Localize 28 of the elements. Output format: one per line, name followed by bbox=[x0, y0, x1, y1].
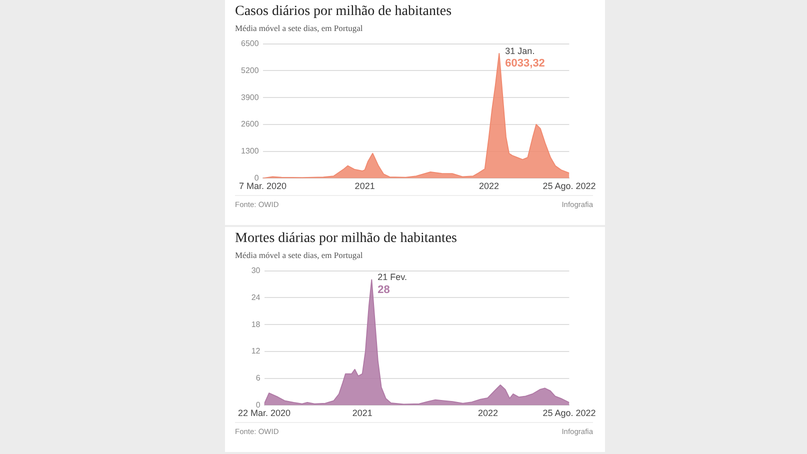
x-tick-label: 2021 bbox=[354, 181, 375, 192]
y-tick-label: 6500 bbox=[241, 39, 260, 48]
y-tick-label: 0 bbox=[254, 173, 260, 182]
annotation: 6033,32 bbox=[505, 57, 545, 70]
annotation: 31 Jan. bbox=[505, 46, 535, 56]
x-tick-label: 25 Ago. 2022 bbox=[542, 181, 596, 192]
y-tick-label: 2600 bbox=[241, 120, 260, 129]
x-tick-label: 7 Mar. 2020 bbox=[239, 181, 287, 192]
y-tick-label: 1300 bbox=[241, 146, 260, 156]
y-tick-label: 18 bbox=[251, 320, 261, 329]
y-tick-label: 24 bbox=[251, 292, 261, 302]
annotation: 28 bbox=[378, 284, 390, 296]
y-tick-label: 12 bbox=[251, 346, 261, 356]
y-tick-label: 0 bbox=[256, 400, 261, 410]
x-tick-label: 22 Mar. 2020 bbox=[238, 408, 291, 418]
x-tick-label: 2022 bbox=[478, 181, 499, 192]
y-tick-label: 30 bbox=[251, 266, 261, 276]
x-tick-label: 2021 bbox=[352, 408, 372, 418]
y-tick-label: 3900 bbox=[241, 92, 260, 102]
chart-subtitle: Média móvel a sete dias, em Portugal bbox=[235, 23, 364, 33]
chart-subtitle: Média móvel a sete dias, em Portugal bbox=[235, 250, 364, 260]
annotation: 21 Fev. bbox=[378, 272, 408, 282]
y-tick-label: 5200 bbox=[241, 66, 260, 75]
x-tick-label: 2022 bbox=[478, 408, 498, 418]
y-tick-label: 6 bbox=[256, 374, 261, 383]
chart-title: Casos diários por milhão de habitantes bbox=[235, 4, 453, 20]
chart-title: Mortes diárias por milhão de habitantes bbox=[235, 231, 458, 247]
x-tick-label: 25 Ago. 2022 bbox=[542, 408, 596, 418]
